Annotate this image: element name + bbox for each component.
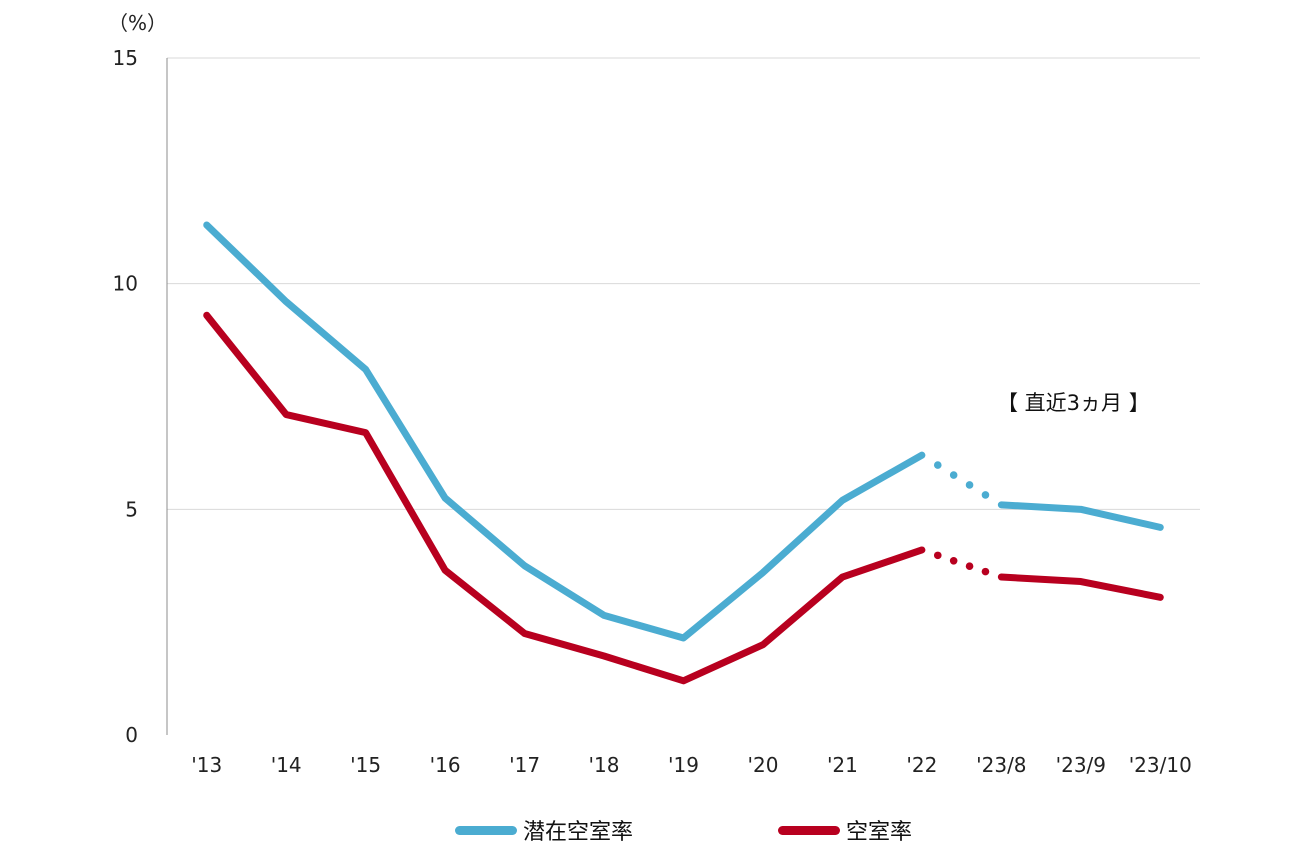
legend-label-potential-vacancy: 潜在空室率	[523, 820, 634, 845]
x-tick-label: '19	[668, 753, 699, 777]
series-0-dotted-point	[933, 461, 942, 469]
x-tick-label: '17	[509, 753, 540, 777]
grid-lines	[167, 57, 1200, 510]
legend-swatch-vacancy	[778, 825, 840, 835]
series-line-1-history	[203, 311, 926, 685]
x-tick-label: '18	[589, 753, 620, 777]
x-tick-label: '23/9	[1056, 753, 1106, 777]
legend-item-vacancy: 空室率	[778, 810, 912, 850]
recent-3-months-annotation: 【 直近3ヵ月 】	[997, 391, 1150, 415]
x-tick-label: '22	[906, 753, 937, 777]
x-tick-label: '13	[191, 753, 222, 777]
y-tick-labels: 0 5 10 15	[113, 46, 138, 747]
y-tick-label: 15	[113, 46, 138, 70]
series-0-dotted-point	[981, 491, 990, 499]
y-tick-label: 0	[125, 723, 138, 747]
series-0-dotted-point	[949, 471, 958, 479]
x-tick-label: '15	[350, 753, 381, 777]
y-tick-label: 5	[125, 497, 138, 521]
legend: 潜在空室率 空室率	[0, 810, 1298, 850]
x-tick-label: '16	[430, 753, 461, 777]
series-line-0-history	[203, 221, 926, 642]
series-1-dotted-point	[933, 551, 942, 560]
series-0-dotted-point	[965, 481, 974, 489]
series-lines	[203, 221, 1164, 685]
y-unit-label: （%）	[108, 11, 167, 35]
legend-item-potential-vacancy: 潜在空室率	[455, 810, 633, 850]
series-line-1-recent	[997, 573, 1164, 601]
series-1-dotted-point	[949, 556, 958, 565]
series-line-0-recent	[997, 501, 1164, 531]
x-tick-label: '14	[271, 753, 302, 777]
legend-swatch-potential-vacancy	[455, 825, 517, 835]
series-1-dotted-point	[965, 562, 974, 571]
x-tick-labels: '13 '14 '15 '16 '17 '18 '19 '20 '21 '22 '23/8 '23/9…	[191, 753, 1192, 777]
x-tick-label: '20	[747, 753, 778, 777]
legend-label-vacancy: 空室率	[846, 820, 913, 845]
x-tick-label: '23/8	[976, 753, 1026, 777]
x-tick-label: '21	[827, 753, 858, 777]
x-tick-label: '23/10	[1129, 753, 1192, 777]
y-tick-label: 10	[113, 272, 138, 296]
series-1-dotted-point	[981, 567, 990, 576]
